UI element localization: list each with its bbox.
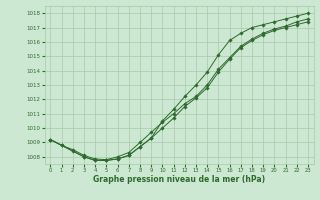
- X-axis label: Graphe pression niveau de la mer (hPa): Graphe pression niveau de la mer (hPa): [93, 175, 265, 184]
